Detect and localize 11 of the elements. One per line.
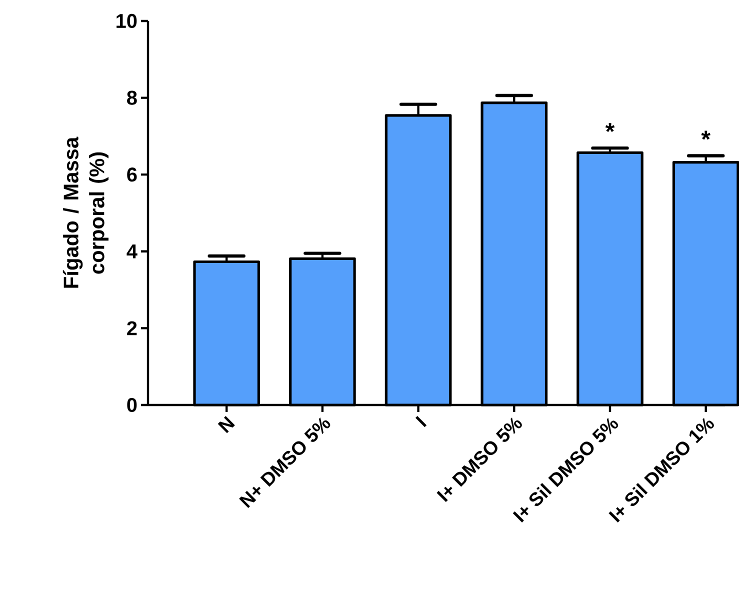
y-tick-label: 6: [127, 168, 137, 182]
y-axis-title: Fígado / Massa corporal (%): [62, 136, 108, 288]
y-tick-label: 0: [127, 398, 137, 412]
annotation: *: [701, 130, 710, 140]
x-tick-label: N: [218, 416, 235, 434]
y-tick-label: 2: [127, 321, 137, 336]
y-tick-label: 10: [116, 14, 137, 28]
x-tick-label: I: [415, 416, 427, 428]
y-tick-label: 4: [126, 244, 138, 258]
y-tick-label: 8: [127, 90, 137, 105]
annotation: *: [605, 123, 615, 132]
